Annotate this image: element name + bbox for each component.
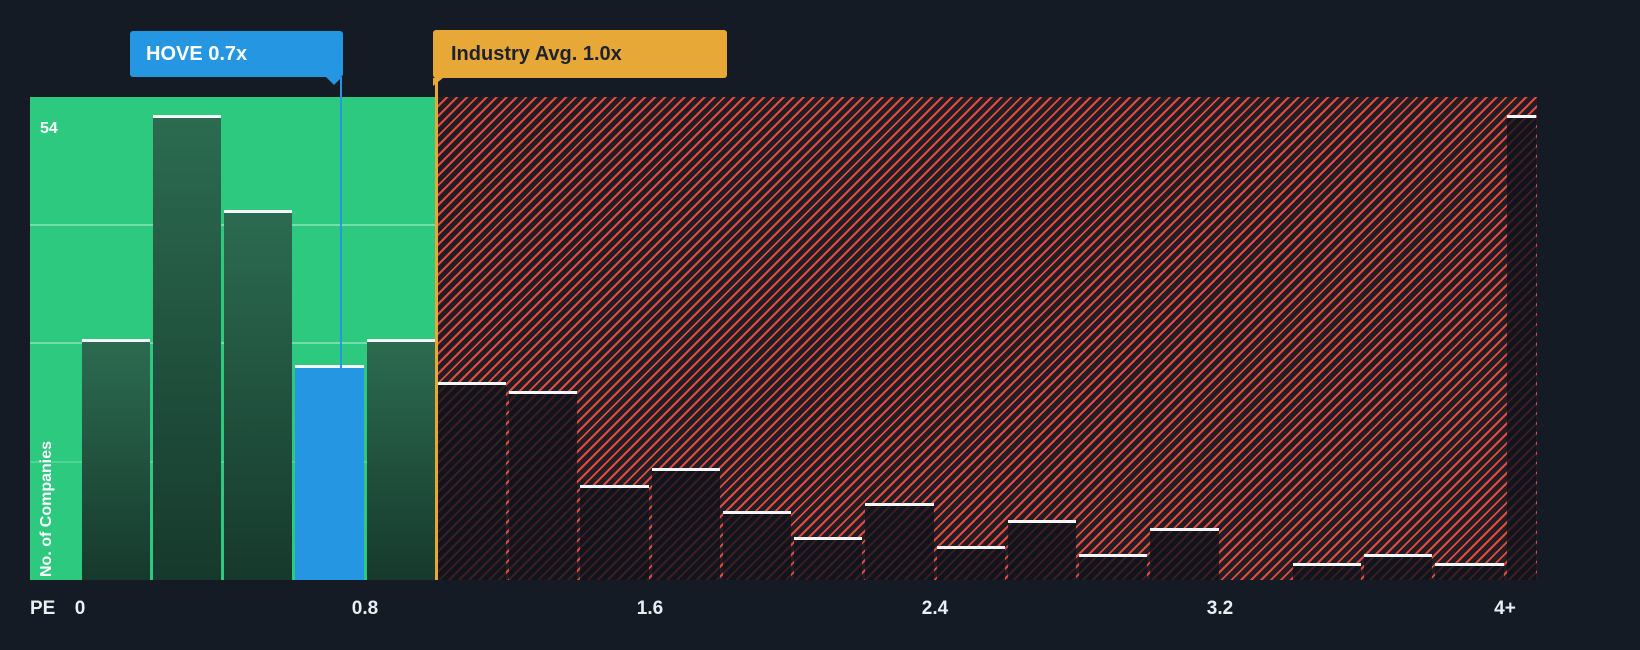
industry-average-tooltip: Industry Avg. 1.0x [433,30,727,86]
histogram-bar-1.8-2[interactable] [722,511,791,580]
y-axis-title: No. of Companies [38,440,55,577]
histogram-bar-0.2-0.4[interactable] [152,115,221,580]
histogram-bar-0.6-0.8[interactable] [295,364,364,580]
industry-average-line [435,76,438,580]
x-tick-2.4: 2.4 [921,598,949,619]
histogram-bar-1.6-1.8[interactable] [651,468,720,580]
histogram-bar-3.4-3.6[interactable] [1292,562,1361,580]
tooltip-pointer-icon [433,78,443,86]
histogram-bar-0.4-0.6[interactable] [224,209,293,580]
x-tick-0.8: 0.8 [351,598,379,619]
company-tooltip: HOVE 0.7x [130,31,343,85]
company-tooltip-label: HOVE 0.7x [146,42,248,65]
histogram-bar-0-0.2[interactable] [81,338,150,580]
histogram-bar-3.6-3.8[interactable] [1364,554,1433,580]
x-tick-3.2: 3.2 [1206,598,1234,619]
histogram-bar-2.8-3[interactable] [1079,554,1148,580]
y-max-label: 54 [40,120,58,137]
histogram-bar-1.4-1.6[interactable] [580,485,649,580]
x-tick-4+: 4+ [1494,598,1516,619]
company-marker-line [340,77,342,368]
histogram-bar-2-2.2[interactable] [794,536,863,580]
histogram-bar-4+[interactable] [1506,115,1536,580]
histogram-bar-2.2-2.4[interactable] [865,502,934,580]
histogram-bar-3.8-4[interactable] [1435,562,1504,580]
industry-tooltip-label: Industry Avg. 1.0x [451,42,622,65]
histogram-bar-3-3.2[interactable] [1150,528,1219,580]
histogram-bar-1.2-1.4[interactable] [509,390,578,580]
above-average-zone [436,97,1537,580]
histogram-bar-0.8-1[interactable] [366,338,435,580]
x-axis-title: PE [30,598,56,619]
x-tick-0: 0 [74,598,86,619]
tooltip-pointer-icon [326,77,342,85]
x-tick-1.6: 1.6 [636,598,664,619]
histogram-bar-2.4-2.6[interactable] [936,545,1005,580]
histogram-bar-1-1.2[interactable] [437,381,506,580]
histogram-bar-2.6-2.8[interactable] [1007,519,1076,580]
